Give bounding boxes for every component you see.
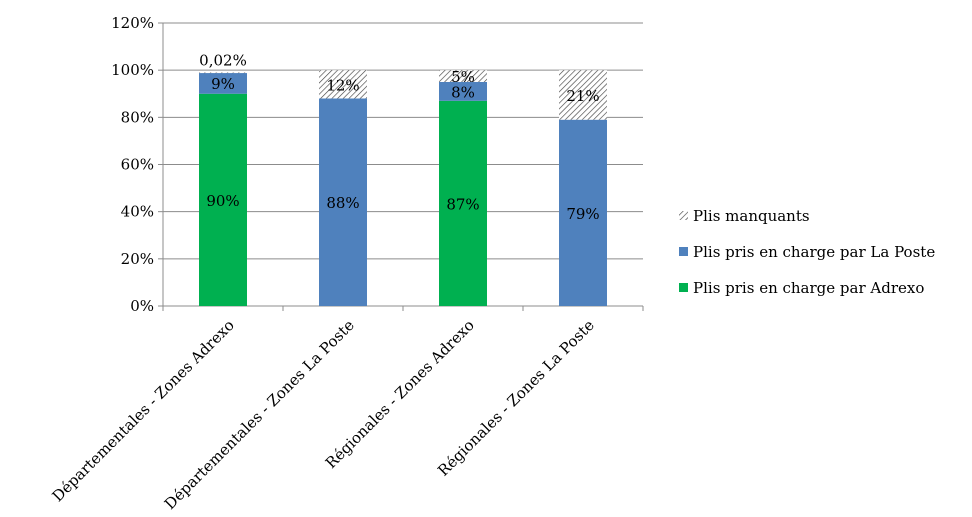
y-tick-label: 80% bbox=[121, 108, 154, 126]
axes: 0% 20% 40% 60% 80% 100% 120% bbox=[111, 14, 644, 315]
legend-swatch bbox=[679, 247, 688, 256]
bar-segment bbox=[439, 81, 487, 101]
data-label: 79% bbox=[566, 205, 599, 223]
bar-segment bbox=[319, 70, 367, 99]
bar-segment bbox=[439, 100, 487, 306]
bar-segment bbox=[559, 119, 607, 306]
bar-segment bbox=[199, 72, 247, 74]
y-tick-label: 40% bbox=[121, 203, 154, 221]
x-category-label: Départementales - Zones La Poste bbox=[161, 316, 358, 513]
data-label: 8% bbox=[451, 83, 475, 101]
bar-segment bbox=[199, 72, 247, 94]
data-label: 12% bbox=[326, 76, 359, 94]
bar-segment bbox=[199, 93, 247, 306]
legend-swatch bbox=[679, 211, 688, 220]
legend-item-label: Plis pris en charge par Adrexo bbox=[693, 279, 924, 297]
data-label: 5% bbox=[451, 68, 475, 86]
bars bbox=[199, 70, 607, 306]
y-tick-label: 120% bbox=[111, 14, 154, 32]
y-tick-label: 20% bbox=[121, 250, 154, 268]
y-tick-label: 60% bbox=[121, 156, 154, 174]
y-tick-label: 100% bbox=[111, 61, 154, 79]
data-label: 21% bbox=[566, 87, 599, 105]
data-label: 87% bbox=[446, 195, 479, 213]
legend: Plis manquants Plis pris en charge par La… bbox=[679, 207, 935, 297]
legend-item-label: Plis manquants bbox=[693, 207, 810, 225]
y-tick-label: 0% bbox=[130, 297, 154, 315]
data-label: 9% bbox=[211, 75, 235, 93]
data-label: 0,02% bbox=[199, 52, 247, 70]
bar-segment bbox=[439, 70, 487, 82]
legend-item-label: Plis pris en charge par La Poste bbox=[693, 243, 935, 261]
data-labels: 90% 9% 0,02% 88% 12% 87% 8%5% 79% 21% bbox=[199, 52, 600, 223]
x-axis-labels: Départementales - Zones AdrexoDépartemen… bbox=[49, 316, 598, 513]
data-label: 90% bbox=[206, 192, 239, 210]
data-label: 88% bbox=[326, 194, 359, 212]
legend-swatch bbox=[679, 283, 688, 292]
bar-segment bbox=[559, 70, 607, 120]
bar-segment bbox=[319, 98, 367, 306]
